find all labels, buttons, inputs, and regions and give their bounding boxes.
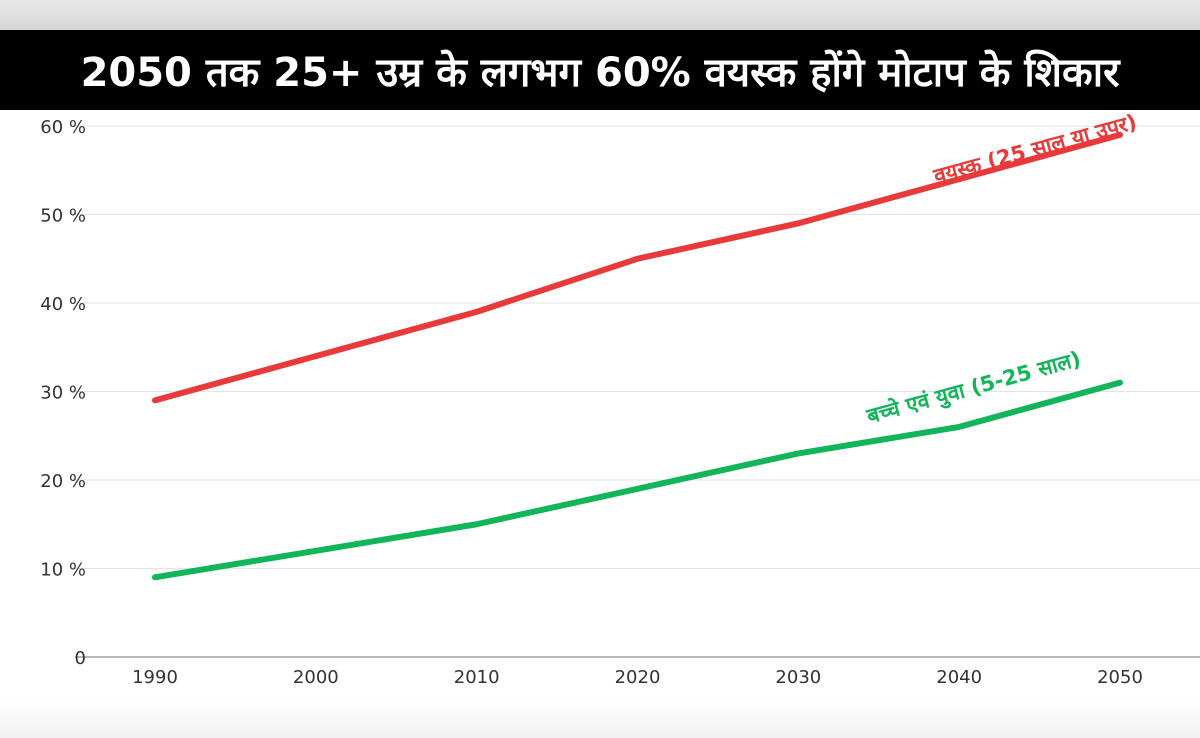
series-labels: वयस्क (25 साल या उपर) बच्चे एवं युवा (5-2… — [863, 110, 1139, 431]
x-tick-label-2050: 2050 — [1097, 667, 1143, 688]
x-tick-label-2010: 2010 — [454, 667, 500, 688]
grid-lines — [75, 125, 1200, 569]
series-line-adults — [152, 131, 1123, 404]
series-label-adults: वयस्क (25 साल या उपर) — [930, 110, 1139, 189]
chart-title: 2050 तक 25+ उम्र के लगभग 60% वयस्क होंगे… — [0, 30, 1200, 110]
x-tick-label-1990: 1990 — [132, 667, 178, 688]
x-tick-label-2000: 2000 — [293, 667, 339, 688]
x-tick-label-2040: 2040 — [936, 667, 982, 688]
series-line-children-youth — [152, 379, 1123, 581]
series-label-children-youth: बच्चे एवं युवा (5-25 साल) — [863, 346, 1084, 431]
series-lines — [152, 131, 1123, 581]
blurred-header-strip — [0, 0, 1200, 30]
blurred-footer-strip — [0, 700, 1200, 738]
y-tick-label-30: 30 % — [40, 383, 86, 404]
y-tick-label-50: 50 % — [40, 206, 86, 227]
y-tick-label-40: 40 % — [40, 294, 86, 315]
y-tick-label-10: 10 % — [40, 560, 86, 581]
y-tick-labels: 0 10 % 20 % 30 % 40 % 50 % 60 % — [40, 117, 86, 669]
x-tick-label-2020: 2020 — [615, 667, 661, 688]
x-tick-labels: 1990 2000 2010 2020 2030 2040 2050 — [132, 667, 1143, 688]
y-tick-label-0: 0 — [75, 648, 86, 669]
y-tick-label-20: 20 % — [40, 471, 86, 492]
y-tick-label-60: 60 % — [40, 117, 86, 138]
x-tick-label-2030: 2030 — [775, 667, 821, 688]
